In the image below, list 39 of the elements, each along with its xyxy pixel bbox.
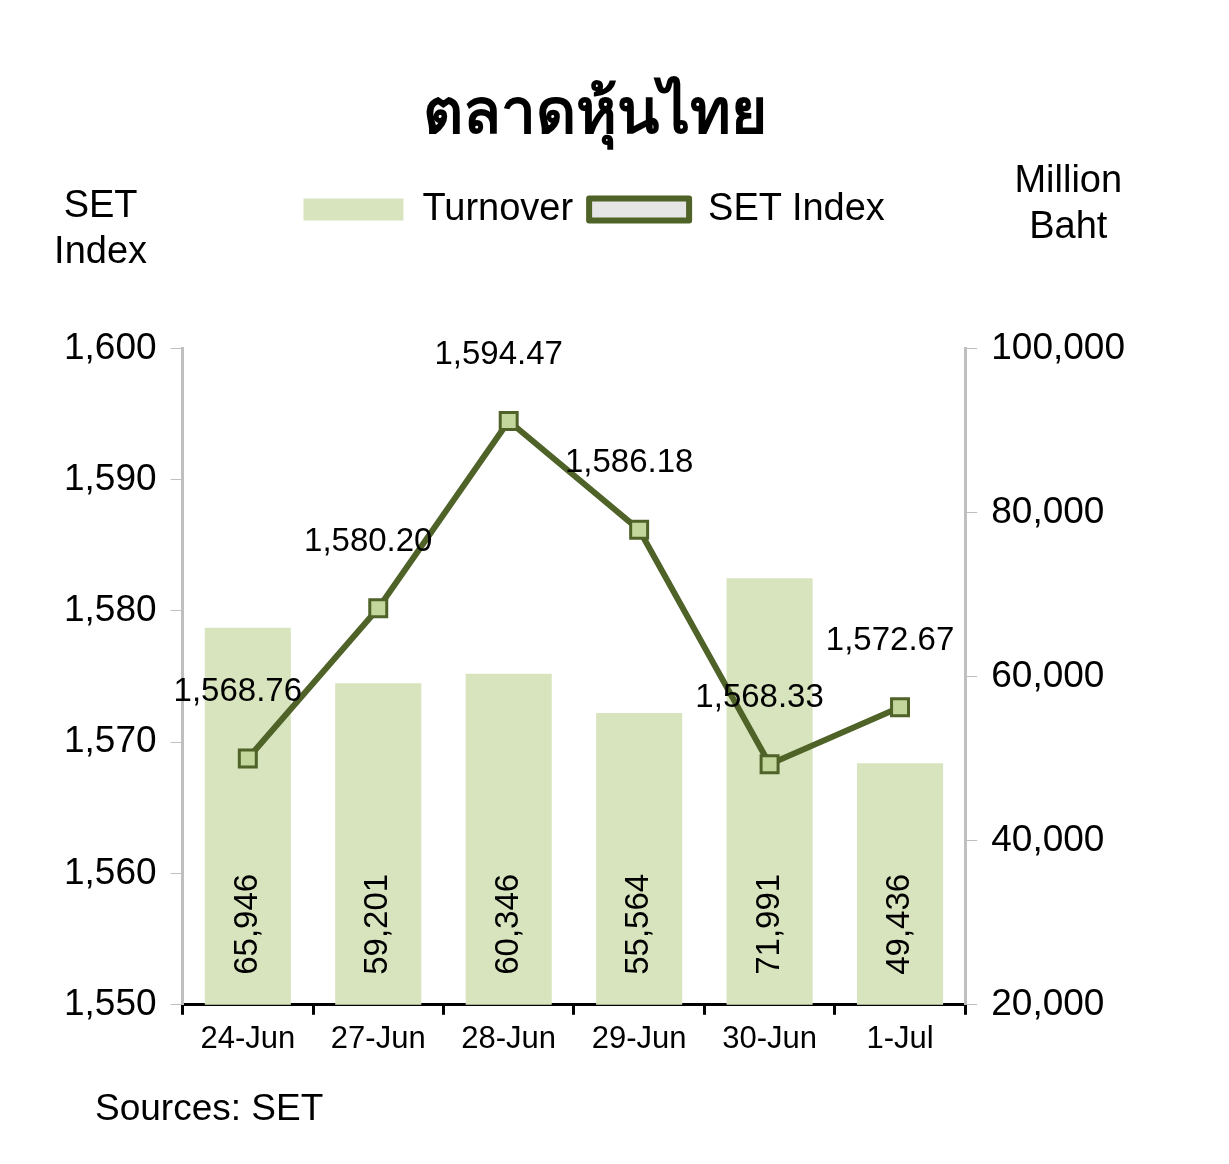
data-label: 71,991 [748, 873, 786, 975]
y-tick-label: 1,550 [64, 982, 157, 1023]
x-tick-label: 29-Jun [591, 1019, 687, 1055]
legend-label: Turnover [422, 185, 574, 228]
y-tick-label: 1,560 [64, 850, 157, 892]
source-note: Sources: SET [95, 1086, 324, 1128]
point [498, 411, 519, 431]
y-tick-label: 1,590 [64, 456, 157, 498]
y-tick-label: 1,580 [64, 588, 157, 630]
data-label: 59,201 [357, 873, 395, 975]
y2-tick-label: 40,000 [991, 817, 1105, 859]
y-tick-label: 1,570 [64, 719, 157, 761]
point [368, 598, 389, 619]
point [237, 748, 258, 769]
data-label: 1,568.76 [173, 671, 303, 709]
x-tick-label: 24-Jun [200, 1019, 296, 1055]
y2-axis-title: Million Baht [1014, 158, 1123, 247]
data-label: 1,594.47 [434, 333, 563, 371]
data-label: 1,586.18 [564, 442, 694, 480]
legend-label: SET Index [708, 185, 885, 228]
y2-tick-label: 60,000 [991, 653, 1105, 695]
y-axis-title: SET Index [54, 183, 148, 272]
data-label: 60,346 [487, 873, 525, 975]
y-tick-label: 1,600 [64, 325, 157, 367]
data-label: 65,946 [226, 873, 264, 975]
data-label: 1,572.67 [825, 619, 955, 657]
chart-title: ตลาดหุ้นไทย [422, 75, 767, 151]
x-tick-label: 30-Jun [722, 1019, 817, 1055]
y2-tick-label: 80,000 [991, 489, 1105, 531]
data-label: 55,564 [618, 873, 656, 975]
x-tick-label: 1-Jul [866, 1019, 934, 1055]
point [629, 519, 650, 540]
data-label: 49,436 [879, 873, 917, 975]
x-tick-label: 28-Jun [461, 1019, 557, 1055]
y2-tick-label: 20,000 [991, 982, 1105, 1023]
point [759, 754, 780, 775]
point [890, 697, 911, 718]
y2-tick-label: 100,000 [991, 325, 1125, 367]
x-tick-label: 27-Jun [330, 1019, 426, 1055]
